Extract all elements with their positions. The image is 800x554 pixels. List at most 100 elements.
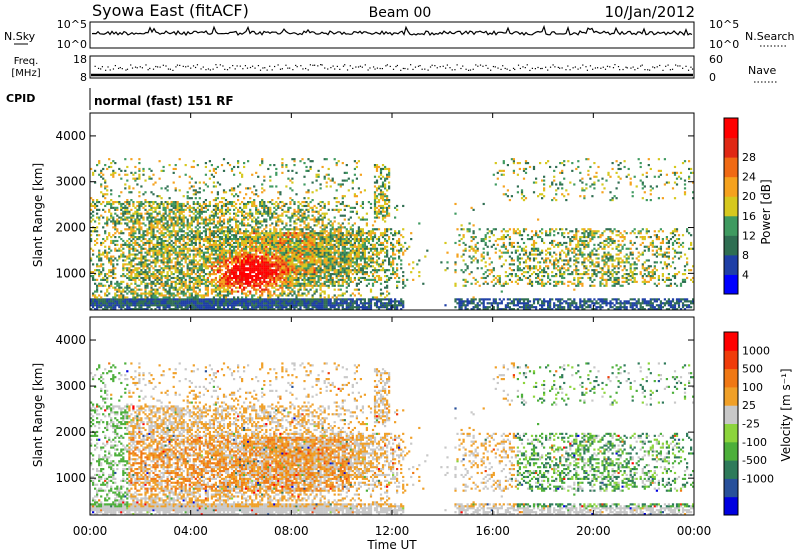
power-cell	[202, 206, 206, 209]
power-cell	[269, 212, 272, 215]
power-cell	[291, 263, 294, 266]
power-cell	[156, 236, 159, 239]
power-cell	[289, 263, 292, 266]
power-cell	[100, 284, 103, 287]
power-cell	[224, 302, 228, 305]
power-cell	[182, 290, 185, 293]
power-cell	[210, 282, 214, 285]
power-cell	[228, 241, 232, 245]
power-cell	[309, 249, 312, 252]
power-cell	[251, 271, 254, 274]
power-cell	[317, 241, 320, 245]
power-cell	[287, 238, 290, 241]
power-cell	[247, 259, 250, 262]
power-cell	[297, 236, 300, 239]
power-cell	[247, 214, 250, 217]
power-cell	[305, 298, 308, 301]
power-cell	[130, 230, 133, 233]
power-cell	[287, 255, 290, 258]
power-cell	[261, 255, 264, 258]
power-cell	[140, 253, 143, 256]
power-cell	[269, 280, 272, 283]
nave-point	[604, 68, 607, 70]
nave-point	[475, 64, 477, 66]
power-cell	[313, 243, 316, 246]
power-cell	[166, 292, 169, 295]
power-cell	[126, 202, 129, 206]
power-cell	[275, 212, 278, 215]
power-cell	[104, 278, 107, 281]
power-cell	[164, 212, 167, 215]
power-cell	[120, 232, 123, 235]
power-cell	[180, 216, 183, 219]
power-cell	[94, 230, 97, 233]
power-cell	[226, 257, 230, 260]
power-cell	[265, 226, 268, 229]
power-cell	[132, 259, 135, 262]
power-cell	[257, 273, 260, 276]
power-cell	[168, 304, 171, 307]
power-cell	[301, 269, 304, 272]
nave-point	[519, 67, 522, 70]
power-cell	[182, 251, 185, 254]
power-cell	[315, 243, 318, 246]
power-cell	[156, 218, 159, 221]
power-cell	[214, 308, 218, 311]
power-cell	[94, 204, 97, 208]
nave-point	[404, 67, 406, 70]
power-cell	[182, 234, 185, 237]
nave-point	[549, 66, 552, 68]
power-cell	[146, 241, 149, 245]
power-cell	[245, 276, 248, 280]
power-cell	[289, 238, 292, 241]
power-cell	[102, 298, 105, 301]
power-cell	[311, 236, 314, 239]
power-cell	[323, 226, 326, 229]
power-cell	[297, 269, 300, 272]
power-cell	[228, 269, 232, 272]
power-cell	[297, 261, 300, 264]
nave-point	[229, 67, 231, 69]
power-cell	[178, 189, 181, 192]
power-cell	[257, 239, 260, 243]
power-cell	[190, 222, 193, 225]
power-cell	[118, 173, 121, 176]
power-cell	[218, 255, 222, 258]
power-cell	[212, 263, 216, 266]
power-cell	[150, 294, 153, 297]
nave-point	[677, 65, 679, 67]
power-cell	[150, 261, 153, 264]
power-cell	[323, 204, 326, 208]
power-cell	[295, 267, 298, 270]
power-cell	[138, 245, 141, 248]
power-cell	[188, 288, 191, 291]
power-cell	[218, 304, 222, 307]
power-cell	[106, 278, 109, 281]
nave-point	[687, 69, 690, 71]
power-cell	[196, 224, 199, 227]
power-cell	[313, 292, 316, 295]
power-cell	[106, 290, 109, 293]
power-cell	[176, 206, 179, 209]
power-cell	[180, 286, 183, 289]
power-cell	[297, 201, 300, 204]
power-cell	[216, 257, 220, 260]
power-cell	[307, 210, 310, 213]
power-cell	[140, 294, 143, 297]
power-cell	[291, 253, 294, 256]
power-cell	[164, 276, 167, 280]
power-cell	[98, 300, 101, 303]
power-cell	[325, 302, 328, 305]
power-cell	[182, 253, 185, 256]
power-cell	[297, 265, 300, 268]
power-cell	[110, 216, 113, 219]
power-cell	[245, 267, 248, 270]
power-cell	[277, 247, 280, 250]
power-cell	[261, 265, 264, 268]
power-cell	[196, 202, 199, 206]
power-cell	[269, 218, 272, 221]
power-cell	[138, 175, 141, 178]
power-cell	[237, 300, 240, 303]
power-cell	[257, 228, 260, 231]
power-cell	[289, 300, 292, 303]
